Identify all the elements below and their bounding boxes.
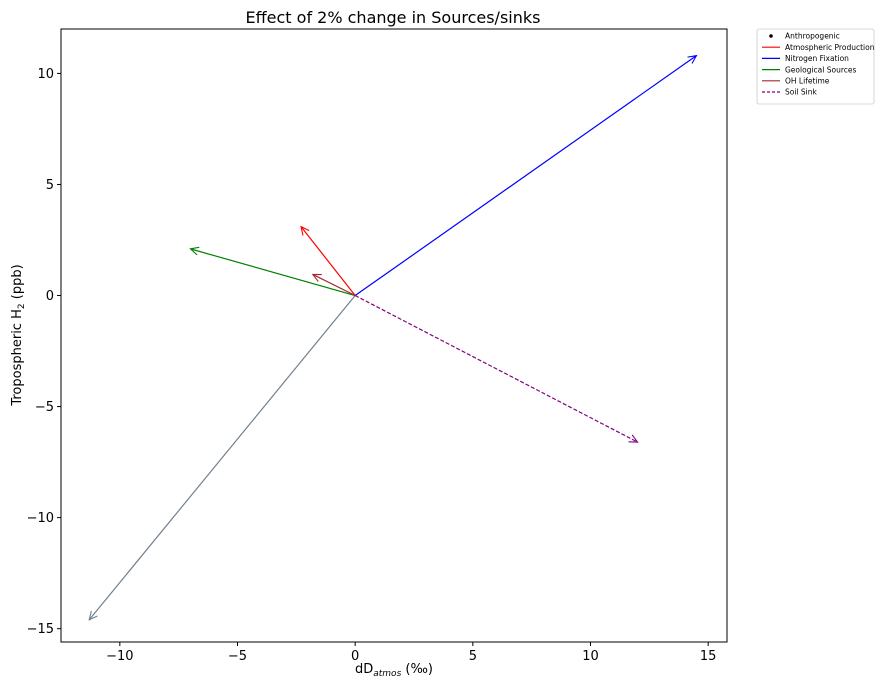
- legend-label: Soil Sink: [785, 88, 817, 97]
- vector-line: [354, 55, 697, 297]
- legend-frame: [756, 28, 875, 105]
- vector-geological-sources: [189, 246, 356, 297]
- vector-atmospheric-production: [300, 225, 356, 296]
- legend-item: OH Lifetime: [762, 77, 830, 86]
- legend-item: Nitrogen Fixation: [762, 54, 849, 63]
- vector-arrowhead: [88, 610, 98, 621]
- vector-arrowhead: [311, 273, 322, 282]
- vector-soil-sink: [354, 294, 639, 443]
- legend-marker: [769, 34, 773, 38]
- vector-arrowhead: [687, 54, 698, 64]
- vector-oh-lifetime: [311, 273, 356, 297]
- vector-anthropogenic: [88, 295, 356, 621]
- plot-area: [60, 28, 728, 643]
- chart-title: Effect of 2% change in Sources/sinks: [246, 8, 541, 27]
- y-axis-label: Tropospheric H2 (ppb): [10, 264, 27, 406]
- legend-label: Anthropogenic: [785, 32, 840, 41]
- x-tick-label: 10: [582, 649, 599, 664]
- x-tick-label: 0: [351, 649, 359, 664]
- vector-arrowhead: [189, 246, 200, 256]
- vector-line: [300, 226, 356, 296]
- legend-label: Atmospheric Production: [785, 43, 875, 52]
- vector-line: [354, 294, 638, 443]
- legend-item: Anthropogenic: [769, 32, 840, 41]
- vector-line: [88, 295, 356, 621]
- y-tick-label: −10: [27, 511, 54, 526]
- y-axis-ticks: −15 −10 −5 0 5 10: [27, 67, 61, 637]
- vector-series: [88, 54, 698, 621]
- x-axis-label: dDatmos (‰): [355, 662, 433, 676]
- x-axis-ticks: −10 −5 0 5 10 15: [106, 642, 716, 664]
- vector-line: [312, 273, 356, 297]
- x-tick-label: 5: [469, 649, 477, 664]
- x-tick-label: −10: [106, 649, 133, 664]
- y-tick-label: 10: [37, 67, 54, 82]
- y-tick-label: −5: [35, 400, 54, 415]
- vector-nitrogen-fixation: [354, 54, 698, 297]
- x-tick-label: −5: [228, 649, 247, 664]
- legend: Anthropogenic Atmospheric Production Nitro…: [756, 28, 875, 105]
- legend-label: Nitrogen Fixation: [785, 54, 849, 63]
- legend-label: OH Lifetime: [785, 77, 830, 86]
- legend-item: Atmospheric Production: [762, 43, 875, 52]
- y-tick-label: −15: [27, 622, 54, 637]
- vector-line: [190, 248, 356, 297]
- x-tick-label: 15: [700, 649, 717, 664]
- legend-item: Geological Sources: [762, 65, 856, 74]
- vector-arrowhead: [628, 434, 639, 443]
- legend-item: Soil Sink: [762, 88, 817, 97]
- vector-arrowhead: [300, 225, 310, 236]
- legend-label: Geological Sources: [785, 65, 856, 74]
- y-tick-label: 5: [46, 178, 54, 193]
- y-tick-label: 0: [46, 289, 54, 304]
